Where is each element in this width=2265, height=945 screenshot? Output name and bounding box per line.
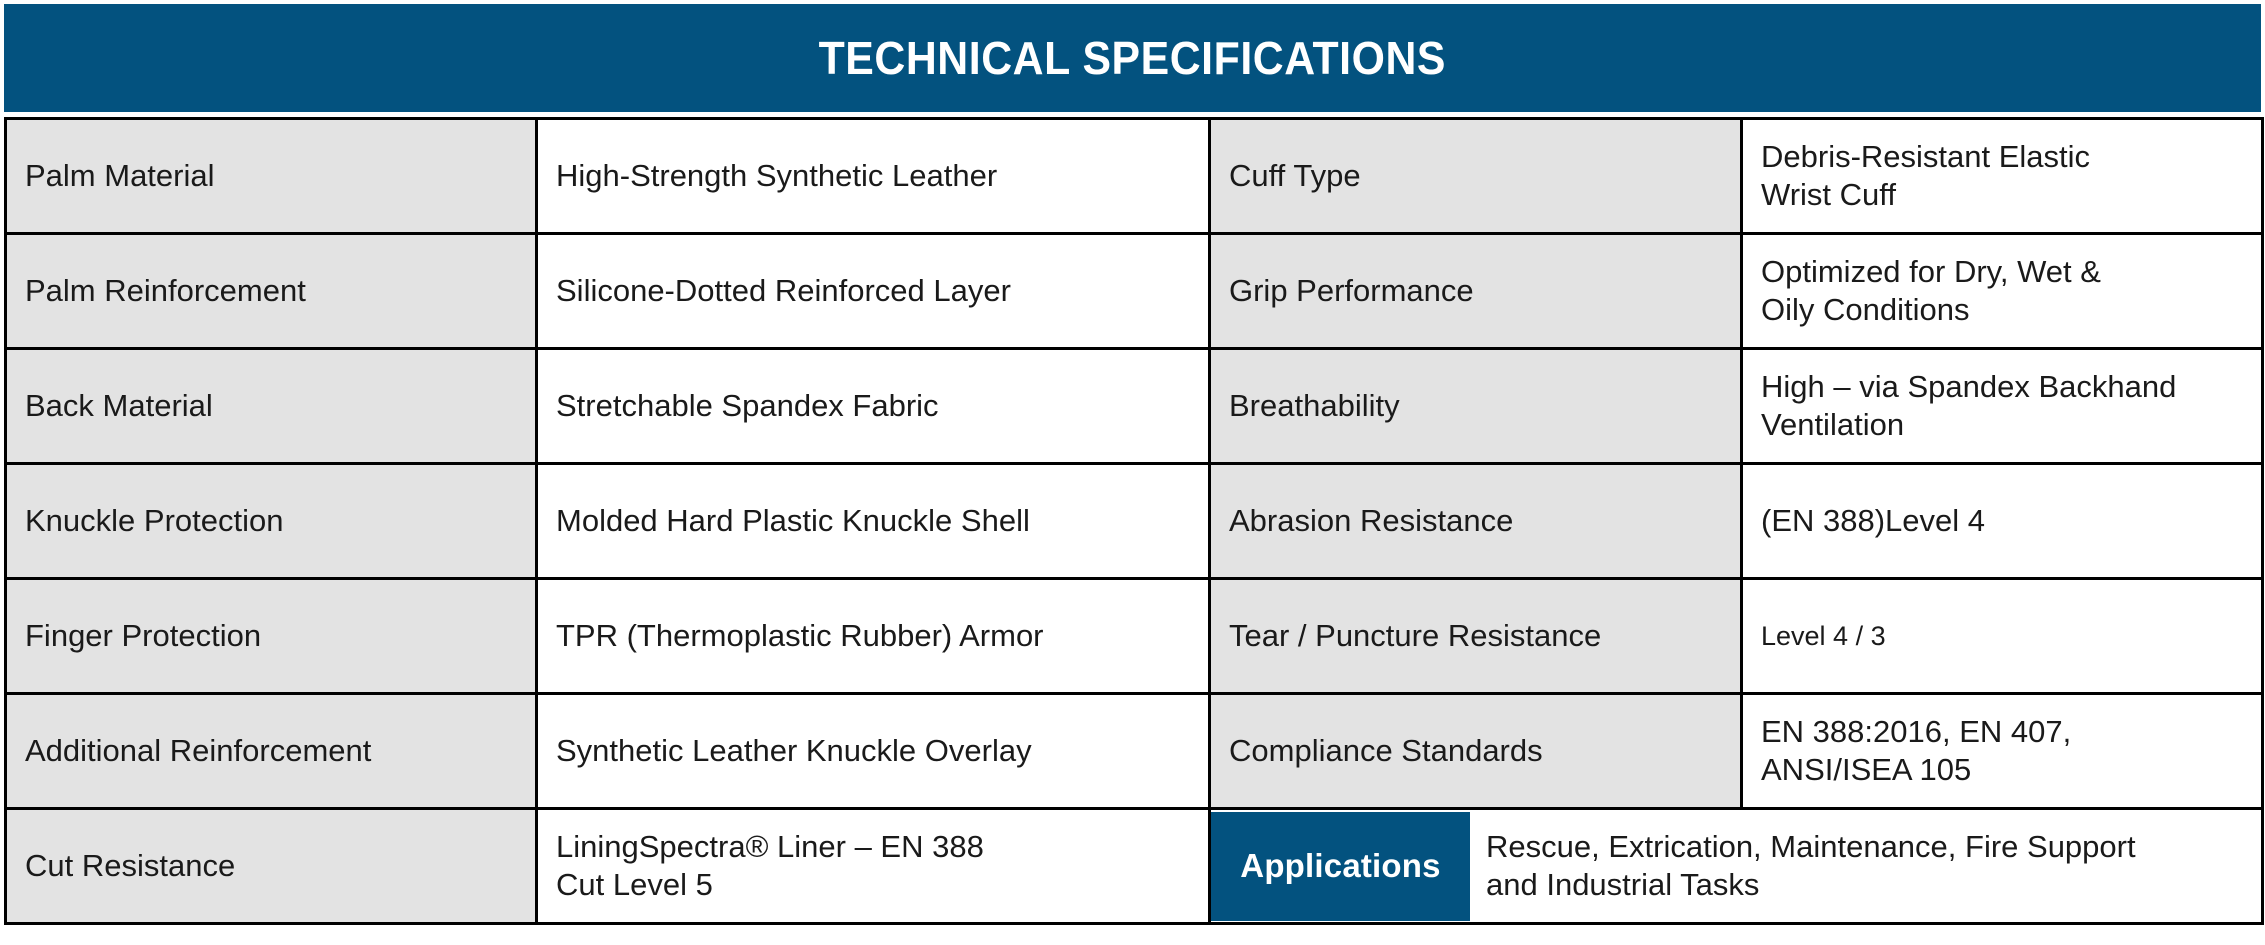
spec-value-palm-material: High-Strength Synthetic Leather bbox=[535, 117, 1211, 235]
table-row: Knuckle Protection Molded Hard Plastic K… bbox=[4, 462, 2264, 580]
spec-value-cuff-type: Debris-Resistant Elastic Wrist Cuff bbox=[1740, 117, 2264, 235]
spec-value-tear-puncture-resistance: Level 4 / 3 bbox=[1740, 577, 2264, 695]
applications-line-2: and Industrial Tasks bbox=[1486, 867, 1760, 902]
spec-value-cut-resistance: LiningSpectra® Liner – EN 388 Cut Level … bbox=[535, 807, 1211, 925]
spec-value-line-2: Ventilation bbox=[1761, 407, 1905, 442]
spec-value-compliance-standards: EN 388:2016, EN 407, ANSI/ISEA 105 bbox=[1740, 692, 2264, 810]
spec-label-finger-protection: Finger Protection bbox=[4, 577, 538, 695]
spec-label-grip-performance: Grip Performance bbox=[1208, 232, 1743, 350]
spec-label-palm-material: Palm Material bbox=[4, 117, 538, 235]
table-row: Finger Protection TPR (Thermoplastic Rub… bbox=[4, 577, 2264, 695]
spec-value-line-1: Optimized for Dry, Wet & bbox=[1761, 254, 2101, 290]
applications-line-1: Rescue, Extrication, Maintenance, Fire S… bbox=[1486, 829, 2136, 865]
table-row: Additional Reinforcement Synthetic Leath… bbox=[4, 692, 2264, 810]
applications-cell: Applications Rescue, Extrication, Mainte… bbox=[1208, 807, 2264, 925]
spec-label-tear-puncture-resistance: Tear / Puncture Resistance bbox=[1208, 577, 1743, 695]
spec-label-palm-reinforcement: Palm Reinforcement bbox=[4, 232, 538, 350]
spec-value-line-1: LiningSpectra® Liner – EN 388 bbox=[556, 829, 984, 865]
spec-value-abrasion-resistance: (EN 388)Level 4 bbox=[1740, 462, 2264, 580]
page-title: TECHNICAL SPECIFICATIONS bbox=[818, 32, 1447, 84]
spec-value-line-2: Wrist Cuff bbox=[1761, 177, 1896, 212]
applications-inner: Applications Rescue, Extrication, Mainte… bbox=[1212, 811, 2260, 921]
spec-value-breathability: High – via Spandex Backhand Ventilation bbox=[1740, 347, 2264, 465]
table-row-applications: Cut Resistance LiningSpectra® Liner – EN… bbox=[4, 807, 2264, 925]
table-row: Back Material Stretchable Spandex Fabric… bbox=[4, 347, 2264, 465]
table-row: Palm Material High-Strength Synthetic Le… bbox=[4, 117, 2264, 235]
spec-label-additional-reinforcement: Additional Reinforcement bbox=[4, 692, 538, 810]
spec-label-cut-resistance: Cut Resistance bbox=[4, 807, 538, 925]
spec-label-cuff-type: Cuff Type bbox=[1208, 117, 1743, 235]
spec-value-line-1: EN 388:2016, EN 407, bbox=[1761, 714, 2072, 750]
spec-label-compliance-standards: Compliance Standards bbox=[1208, 692, 1743, 810]
applications-badge: Applications bbox=[1212, 811, 1470, 921]
spec-value-back-material: Stretchable Spandex Fabric bbox=[535, 347, 1211, 465]
spec-value-line-1: Debris-Resistant Elastic bbox=[1761, 139, 2091, 175]
spec-value-line-2: Cut Level 5 bbox=[556, 867, 713, 902]
spec-label-knuckle-protection: Knuckle Protection bbox=[4, 462, 538, 580]
spec-header-banner: TECHNICAL SPECIFICATIONS bbox=[4, 4, 2261, 112]
applications-text: Rescue, Extrication, Maintenance, Fire S… bbox=[1470, 811, 2260, 921]
spec-label-abrasion-resistance: Abrasion Resistance bbox=[1208, 462, 1743, 580]
spec-value-line-2: ANSI/ISEA 105 bbox=[1761, 752, 1972, 787]
spec-value-line-2: Oily Conditions bbox=[1761, 292, 1970, 327]
spec-value-additional-reinforcement: Synthetic Leather Knuckle Overlay bbox=[535, 692, 1211, 810]
spec-value-knuckle-protection: Molded Hard Plastic Knuckle Shell bbox=[535, 462, 1211, 580]
spec-label-breathability: Breathability bbox=[1208, 347, 1743, 465]
spec-value-palm-reinforcement: Silicone-Dotted Reinforced Layer bbox=[535, 232, 1211, 350]
spec-value-grip-performance: Optimized for Dry, Wet & Oily Conditions bbox=[1740, 232, 2264, 350]
spec-value-finger-protection: TPR (Thermoplastic Rubber) Armor bbox=[535, 577, 1211, 695]
spec-label-back-material: Back Material bbox=[4, 347, 538, 465]
spec-value-line-1: High – via Spandex Backhand bbox=[1761, 369, 2177, 405]
table-row: Palm Reinforcement Silicone-Dotted Reinf… bbox=[4, 232, 2264, 350]
specifications-table: Palm Material High-Strength Synthetic Le… bbox=[4, 117, 2264, 925]
